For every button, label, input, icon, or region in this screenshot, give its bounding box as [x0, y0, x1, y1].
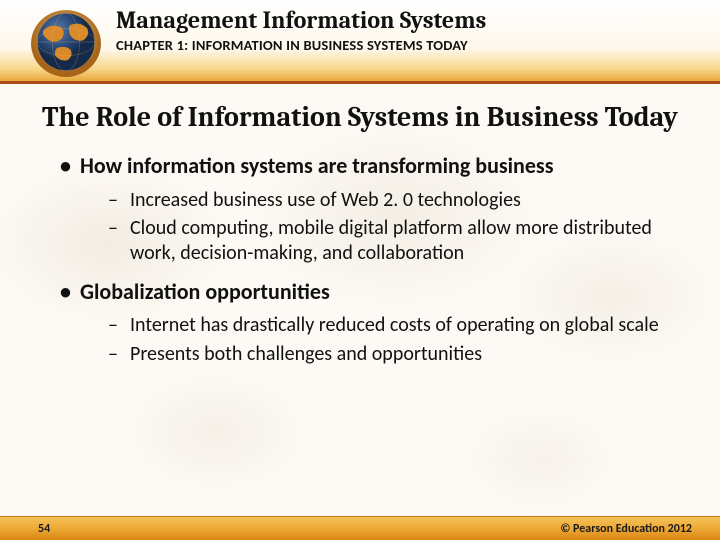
list-item: Increased business use of Web 2. 0 techn…	[108, 188, 678, 212]
list-item: Globalization opportunities Internet has…	[60, 279, 678, 366]
chapter-subtitle: CHAPTER 1: INFORMATION IN BUSINESS SYSTE…	[116, 36, 486, 54]
book-title: Management Information Systems	[116, 6, 486, 34]
sub-list: Increased business use of Web 2. 0 techn…	[80, 188, 678, 265]
list-item: How information systems are transforming…	[60, 153, 678, 265]
list-item: Cloud computing, mobile digital platform…	[108, 216, 678, 265]
bullet-list: How information systems are transforming…	[42, 153, 678, 366]
header-text-block: Management Information Systems CHAPTER 1…	[116, 0, 486, 54]
page-number: 54	[38, 522, 50, 536]
globe-icon	[28, 4, 104, 80]
slide-footer: 54 © Pearson Education 2012	[0, 516, 720, 540]
list-item: Presents both challenges and opportuniti…	[108, 342, 678, 366]
sub-list: Internet has drastically reduced costs o…	[80, 313, 678, 366]
bullet-text: Globalization opportunities	[80, 278, 330, 305]
slide-body: The Role of Information Systems in Busin…	[0, 84, 720, 366]
copyright-text: © Pearson Education 2012	[560, 522, 692, 536]
bullet-text: How information systems are transforming…	[80, 152, 553, 179]
slide-title: The Role of Information Systems in Busin…	[42, 102, 678, 133]
list-item: Internet has drastically reduced costs o…	[108, 313, 678, 337]
slide-header: Management Information Systems CHAPTER 1…	[0, 0, 720, 84]
